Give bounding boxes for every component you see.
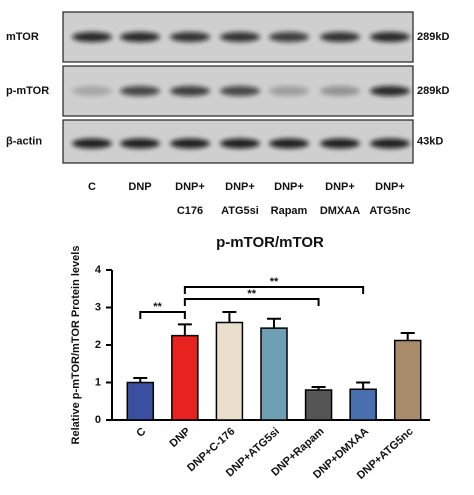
bar xyxy=(260,327,288,421)
y-tick-label: 2 xyxy=(95,339,101,351)
blot-size-label: 43kD xyxy=(417,135,443,147)
blot-band xyxy=(120,138,160,149)
x-tick-label: DNP xyxy=(168,425,193,449)
blot-band xyxy=(220,32,260,42)
lane-label: DNP+ xyxy=(175,181,205,193)
blot-band xyxy=(220,86,260,96)
blot-row-label: p-mTOR xyxy=(6,85,49,97)
blot-band xyxy=(370,86,410,96)
lane-label: DNP xyxy=(128,181,151,193)
y-tick-label: 1 xyxy=(95,376,101,388)
blot-band xyxy=(320,32,360,42)
significance-label: ** xyxy=(153,301,162,313)
lane-label: C xyxy=(88,181,96,193)
lane-label: C176 xyxy=(177,205,203,217)
chart-title: p-mTOR/mTOR xyxy=(216,234,324,251)
x-tick-label: C xyxy=(134,425,148,439)
significance-label: ** xyxy=(270,276,279,288)
y-tick-label: 0 xyxy=(95,414,101,426)
lane-label: DNP+ xyxy=(225,181,255,193)
blot-band xyxy=(120,86,160,96)
lane-label: Rapam xyxy=(271,205,308,217)
significance-bracket xyxy=(139,311,186,319)
bar xyxy=(393,339,422,421)
blot-band xyxy=(72,86,112,96)
blot-size-label: 289kD xyxy=(417,31,449,43)
bar xyxy=(126,381,155,421)
blot-size-label: 289kD xyxy=(417,85,449,97)
blot-row-label: β-actin xyxy=(6,135,42,147)
blot-band xyxy=(170,32,210,42)
y-axis-label: Relative p-mTOR/mTOR Protein levels xyxy=(70,246,82,445)
blot-band xyxy=(72,138,112,149)
blot-band xyxy=(269,86,309,96)
blot-band xyxy=(72,32,112,42)
blot-band xyxy=(170,138,210,149)
blot-band xyxy=(269,32,309,42)
blot-band xyxy=(370,138,410,149)
bar xyxy=(215,321,244,421)
significance-label: ** xyxy=(247,288,256,300)
lane-label: ATG5si xyxy=(221,205,259,217)
bar xyxy=(349,388,377,421)
lane-label: DNP+ xyxy=(274,181,304,193)
blot-band xyxy=(320,86,360,96)
lane-label: DMXAA xyxy=(320,205,360,217)
blot-band xyxy=(220,138,260,149)
y-tick-label: 3 xyxy=(95,301,101,313)
lane-label: DNP+ xyxy=(325,181,355,193)
significance-bracket xyxy=(183,298,320,306)
blot-band xyxy=(320,138,360,149)
significance-bracket xyxy=(183,286,365,294)
lane-label: DNP+ xyxy=(375,181,405,193)
bar xyxy=(304,389,333,421)
blot-band xyxy=(170,86,210,96)
y-tick-label: 4 xyxy=(95,264,102,276)
lane-label: ATG5nc xyxy=(369,205,410,217)
blot-band xyxy=(120,32,160,42)
blot-band xyxy=(269,138,309,149)
blot-row-label: mTOR xyxy=(6,31,39,43)
blot-band xyxy=(370,32,410,42)
bar xyxy=(171,334,199,421)
